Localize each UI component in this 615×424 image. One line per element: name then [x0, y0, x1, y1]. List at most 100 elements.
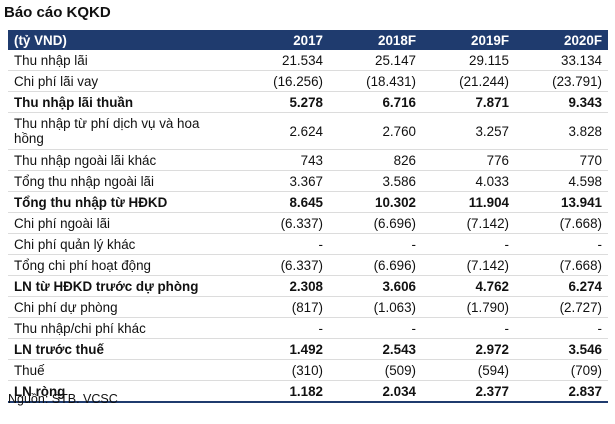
- value-cell: 2.543: [329, 338, 422, 360]
- value-cell: (2.727): [515, 296, 608, 318]
- value-cell: 7.871: [422, 91, 515, 113]
- value-cell: (594): [422, 359, 515, 381]
- table-row: LN ròng 1.182 2.034 2.377 2.837: [8, 380, 608, 403]
- row-label: Chi phí dự phòng: [8, 296, 236, 318]
- row-label: Tổng thu nhập từ HĐKD: [8, 191, 236, 213]
- value-cell: (7.142): [422, 254, 515, 276]
- source-note: Nguồn: STB. VCSC: [8, 392, 118, 406]
- table-row: Chi phí ngoài lãi (6.337) (6.696) (7.142) (7…: [8, 212, 608, 234]
- value-cell: (310): [236, 359, 329, 381]
- value-cell: (1.063): [329, 296, 422, 318]
- table-row: Thuế (310) (509) (594) (709): [8, 359, 608, 381]
- value-cell: 2.760: [329, 112, 422, 150]
- table-row: Thu nhập lãi thuần 5.278 6.716 7.871 9.343: [8, 91, 608, 113]
- row-label: Tổng thu nhập ngoài lãi: [8, 170, 236, 192]
- row-label: LN từ HĐKD trước dự phòng: [8, 275, 236, 297]
- value-cell: 3.586: [329, 170, 422, 192]
- value-cell: 25.147: [329, 50, 422, 71]
- table-row: Tổng thu nhập từ HĐKD 8.645 10.302 11.904 13…: [8, 191, 608, 213]
- value-cell: 33.134: [515, 50, 608, 71]
- value-cell: (18.431): [329, 70, 422, 92]
- table-row: Thu nhập lãi 21.534 25.147 29.115 33.134: [8, 50, 608, 71]
- value-cell: (16.256): [236, 70, 329, 92]
- value-cell: 10.302: [329, 191, 422, 213]
- row-label: Thu nhập/chi phí khác: [8, 317, 236, 339]
- table-header-row: (tỷ VND) 2017 2018F 2019F 2020F: [8, 30, 608, 50]
- row-label: Thu nhập từ phí dịch vụ và hoa hồng: [8, 112, 236, 150]
- row-label: Tổng chi phí hoạt động: [8, 254, 236, 276]
- value-cell: 2.308: [236, 275, 329, 297]
- row-label: LN trước thuế: [8, 338, 236, 360]
- table-row: LN từ HĐKD trước dự phòng 2.308 3.606 4.762…: [8, 275, 608, 297]
- value-cell: 2.837: [515, 380, 608, 403]
- table-row: Chi phí quản lý khác - - - -: [8, 233, 608, 255]
- table-row: Chi phí dự phòng (817) (1.063) (1.790) (2.72…: [8, 296, 608, 318]
- table-row: Thu nhập/chi phí khác - - - -: [8, 317, 608, 339]
- value-cell: (509): [329, 359, 422, 381]
- value-cell: 2.034: [329, 380, 422, 403]
- value-cell: (7.668): [515, 212, 608, 234]
- value-cell: 3.257: [422, 112, 515, 150]
- value-cell: 826: [329, 149, 422, 171]
- table-row: Tổng thu nhập ngoài lãi 3.367 3.586 4.033 4.…: [8, 170, 608, 192]
- value-cell: 2.972: [422, 338, 515, 360]
- value-cell: 3.606: [329, 275, 422, 297]
- value-cell: (6.337): [236, 212, 329, 234]
- value-cell: 743: [236, 149, 329, 171]
- value-cell: (6.696): [329, 212, 422, 234]
- row-label: Chi phí ngoài lãi: [8, 212, 236, 234]
- value-cell: (23.791): [515, 70, 608, 92]
- value-cell: (817): [236, 296, 329, 318]
- year-header: 2019F: [422, 30, 515, 50]
- row-label: Chi phí quản lý khác: [8, 233, 236, 255]
- table-row: Thu nhập từ phí dịch vụ và hoa hồng 2.624…: [8, 112, 608, 150]
- value-cell: 1.492: [236, 338, 329, 360]
- report-title: Báo cáo KQKD: [4, 4, 111, 21]
- value-cell: 21.534: [236, 50, 329, 71]
- value-cell: 13.941: [515, 191, 608, 213]
- value-cell: (709): [515, 359, 608, 381]
- value-cell: -: [329, 233, 422, 255]
- value-cell: 29.115: [422, 50, 515, 71]
- year-header: 2017: [236, 30, 329, 50]
- row-label: Thu nhập lãi thuần: [8, 91, 236, 113]
- value-cell: (21.244): [422, 70, 515, 92]
- value-cell: (7.668): [515, 254, 608, 276]
- value-cell: 6.274: [515, 275, 608, 297]
- row-label: Thu nhập ngoài lãi khác: [8, 149, 236, 171]
- year-header: 2018F: [329, 30, 422, 50]
- value-cell: -: [422, 317, 515, 339]
- value-cell: (6.337): [236, 254, 329, 276]
- value-cell: 3.367: [236, 170, 329, 192]
- table-row: Thu nhập ngoài lãi khác 743 826 776 770: [8, 149, 608, 171]
- value-cell: -: [422, 233, 515, 255]
- unit-header: (tỷ VND): [8, 30, 236, 50]
- value-cell: 1.182: [236, 380, 329, 403]
- row-label: LN ròng: [8, 380, 236, 403]
- value-cell: -: [329, 317, 422, 339]
- table-row: Chi phí lãi vay (16.256) (18.431) (21.244)(…: [8, 70, 608, 92]
- value-cell: 9.343: [515, 91, 608, 113]
- value-cell: 4.762: [422, 275, 515, 297]
- value-cell: 2.624: [236, 112, 329, 150]
- year-header: 2020F: [515, 30, 608, 50]
- value-cell: 6.716: [329, 91, 422, 113]
- value-cell: (6.696): [329, 254, 422, 276]
- value-cell: -: [236, 317, 329, 339]
- row-label: Chi phí lãi vay: [8, 70, 236, 92]
- value-cell: 4.033: [422, 170, 515, 192]
- row-label: Thu nhập lãi: [8, 50, 236, 71]
- value-cell: -: [515, 233, 608, 255]
- value-cell: 8.645: [236, 191, 329, 213]
- value-cell: -: [236, 233, 329, 255]
- value-cell: 5.278: [236, 91, 329, 113]
- row-label: Thuế: [8, 359, 236, 381]
- value-cell: -: [515, 317, 608, 339]
- income-statement-table: (tỷ VND) 2017 2018F 2019F 2020F Thu nhập…: [8, 30, 608, 403]
- value-cell: 3.828: [515, 112, 608, 150]
- table-row: LN trước thuế 1.492 2.543 2.972 3.546: [8, 338, 608, 360]
- value-cell: (7.142): [422, 212, 515, 234]
- value-cell: 2.377: [422, 380, 515, 403]
- value-cell: (1.790): [422, 296, 515, 318]
- value-cell: 11.904: [422, 191, 515, 213]
